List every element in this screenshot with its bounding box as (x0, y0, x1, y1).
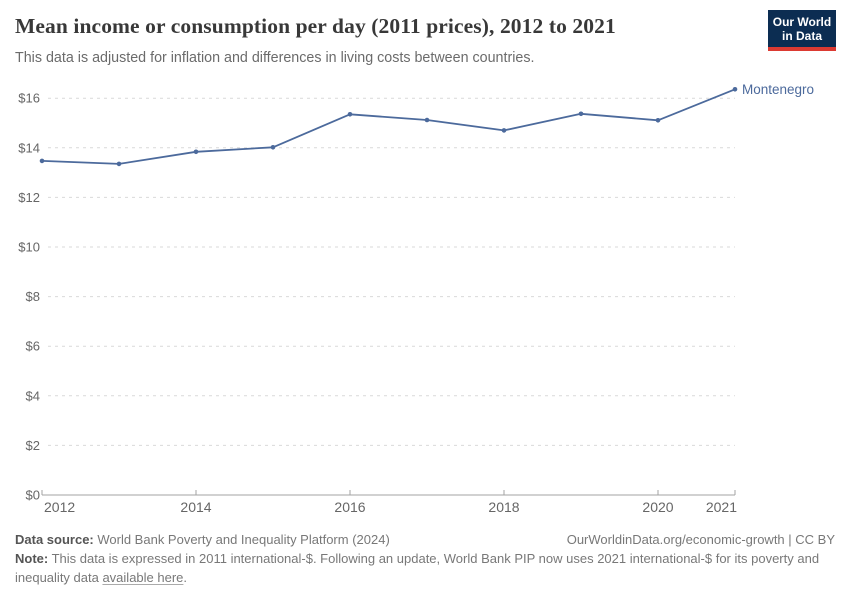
y-tick-label: $0 (26, 488, 40, 503)
y-tick-label: $10 (18, 240, 40, 255)
data-source-label: Data source: (15, 532, 94, 547)
attribution-license: OurWorldinData.org/economic-growth | CC … (566, 532, 835, 547)
x-tick-label: 2012 (44, 499, 75, 515)
y-tick-label: $4 (26, 388, 40, 403)
x-tick-label: 2016 (334, 499, 365, 515)
data-point (732, 87, 738, 92)
x-tick-label: 2018 (488, 499, 519, 515)
data-point (578, 111, 584, 117)
data-source-value: World Bank Poverty and Inequality Platfo… (93, 532, 390, 547)
data-point (424, 117, 430, 123)
page-title: Mean income or consumption per day (2011… (15, 14, 616, 38)
data-point (116, 161, 122, 167)
data-point (501, 128, 507, 133)
line-chart: $0 $2 $4 $6 $8 $10 $12 $14 $16 2012 2014 2016 2018 20… (18, 82, 814, 515)
note-text: This data is expressed in 2011 internati… (15, 550, 820, 585)
note-label: Note: (15, 550, 49, 566)
y-tick-label: $16 (18, 91, 40, 106)
x-tick-label: 2020 (642, 499, 673, 515)
owid-logo: Our World in Data (768, 10, 836, 51)
trend-line (41, 88, 736, 165)
note-line: Note: This data is expressed in 2011 int… (15, 550, 835, 588)
owid-logo-red-bar (768, 47, 836, 51)
y-tick-label: $6 (26, 339, 40, 354)
note-text-end: . (183, 569, 188, 585)
chart-footer: Data source: World Bank Poverty and Ineq… (15, 531, 835, 588)
y-tick-label: $14 (18, 140, 40, 155)
data-point (270, 145, 276, 150)
data-point (347, 112, 353, 117)
series-end-label: Montenegro (742, 82, 814, 97)
data-point (655, 118, 661, 123)
available-here-link[interactable]: available here (102, 569, 184, 585)
x-tick-label: 2014 (180, 499, 211, 515)
y-tick-label: $12 (18, 190, 40, 205)
owid-logo-text: Our World in Data (768, 10, 836, 47)
y-tick-label: $2 (26, 438, 40, 453)
data-point (39, 158, 45, 164)
data-point (193, 149, 199, 155)
x-tick-label: 2021 (706, 499, 737, 515)
y-tick-label: $8 (26, 289, 40, 304)
data-source-line: Data source: World Bank Poverty and Ineq… (15, 531, 390, 550)
chart-subtitle: This data is adjusted for inflation and … (15, 50, 535, 66)
